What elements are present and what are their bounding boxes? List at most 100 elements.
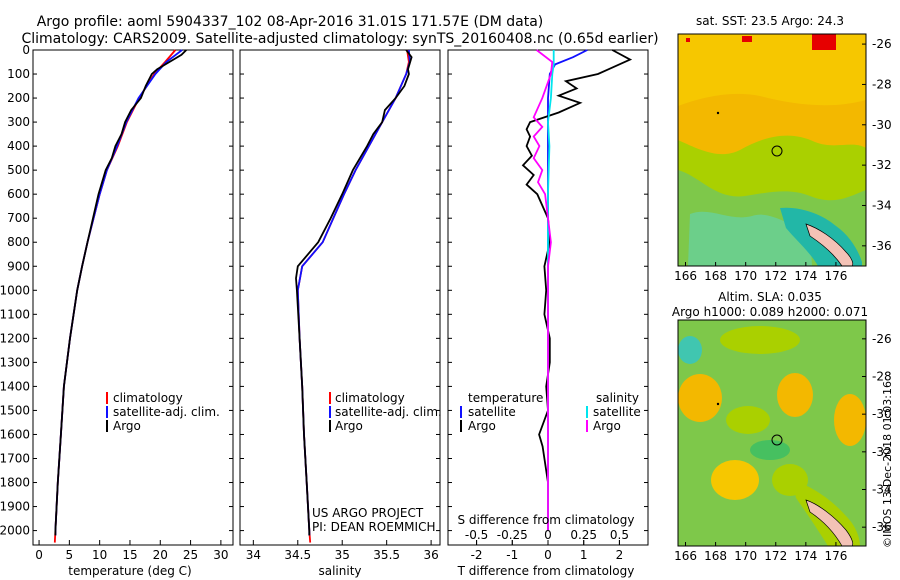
pi-note: PI: DEAN ROEMMICH: [312, 520, 435, 534]
x-tick-label: 30: [213, 548, 228, 562]
lon-tick-label: 172: [764, 549, 787, 563]
series-line-satellite-adj-clim-: [296, 49, 411, 536]
depth-tick-label: 1200: [0, 331, 30, 345]
depth-tick-label: 1000: [0, 283, 30, 297]
legend-label: Argo: [335, 419, 363, 433]
x-tick-label: 35.5: [373, 548, 400, 562]
sla-blob: [720, 326, 800, 354]
salinity-lines: [295, 49, 413, 543]
legend-label: Argo: [468, 419, 496, 433]
temperature-legend: climatology satellite-adj. clim. Argo: [106, 391, 220, 433]
sst-hot-spot: [686, 38, 690, 42]
lon-tick-label: 172: [764, 269, 787, 283]
depth-tick-label: 1100: [0, 307, 30, 321]
sla-map-title2: Argo h1000: 0.089 h2000: 0.071: [672, 305, 868, 319]
title-line2: Climatology: CARS2009. Satellite-adjuste…: [21, 31, 658, 47]
temperature-x-ticks: 0 5 10 15 20 25 30: [35, 540, 229, 562]
lon-tick-label: 174: [794, 549, 817, 563]
temperature-lines: [53, 49, 187, 543]
x-tick-label: 35: [335, 548, 350, 562]
lon-tick-label: 170: [734, 269, 757, 283]
salinity-x-ticks: 34 34.5 35 35.5 36: [246, 540, 439, 562]
sla-float-marker: [771, 434, 783, 446]
sla-blob: [750, 440, 790, 460]
x-tick-label: -0.25: [497, 528, 528, 542]
depth-tick-label: 200: [7, 91, 30, 105]
lat-tick-label: -32: [872, 158, 892, 172]
salinity-panel-frame: [239, 49, 441, 546]
x-tick-label: 0: [544, 528, 552, 542]
lat-tick-label: -30: [872, 407, 892, 421]
depth-tick-label: 2000: [0, 524, 30, 538]
sst-float-marker: [771, 145, 783, 157]
legend-label: climatology: [335, 391, 405, 405]
x-tick-label: 0: [544, 548, 552, 562]
credit-text: ©IMOS 13-Dec-2018 01:03:16: [881, 381, 894, 548]
depth-tick-label: 1500: [0, 403, 30, 417]
sla-blob: [726, 406, 770, 434]
lat-tick-label: -32: [872, 445, 892, 459]
series-line-climatology: [296, 49, 410, 543]
x-tick-label: 0.5: [610, 528, 629, 542]
sst-warm-region: [678, 34, 866, 106]
x-tick-label: 34: [246, 548, 261, 562]
legend-label: climatology: [113, 391, 183, 405]
x-tick-label: 1: [580, 548, 588, 562]
x-tick-label: 20: [153, 548, 168, 562]
depth-tick-label: 400: [7, 139, 30, 153]
legend-title-salinity: salinity: [596, 391, 639, 405]
lat-tick-label: -36: [872, 520, 892, 534]
title-line1: Argo profile: aoml 5904337_102 08-Apr-20…: [37, 14, 544, 30]
legend-label: Argo: [593, 419, 621, 433]
x-tick-label: -2: [471, 548, 483, 562]
salinity-xlabel: salinity: [318, 564, 361, 578]
map-axis-ticks: -26 -26 -28 -28 -30 -30 -32 -32 -34 -34 -36 -36 166 1…: [674, 37, 892, 563]
depth-axis: 0 100 200 300 400 500 600 700 800 900 1000 1100 1200…: [0, 43, 648, 538]
salinity-legend: climatology satellite-adj. clim. Argo US…: [312, 391, 442, 534]
temperature-xlabel: temperature (deg C): [68, 564, 191, 578]
series-line-argo: [54, 49, 187, 536]
lon-tick-label: 166: [674, 549, 697, 563]
lat-tick-label: -26: [872, 332, 892, 346]
series-line-temperature-satellite: [547, 49, 588, 531]
sst-map: [677, 33, 867, 267]
lon-tick-label: 168: [704, 549, 727, 563]
temperature-panel-frame: [32, 49, 234, 546]
sla-blob: [678, 374, 722, 422]
depth-tick-label: 300: [7, 115, 30, 129]
sla-blob: [678, 336, 702, 364]
legend-label: satellite-adj. clim.: [335, 405, 442, 419]
sla-blob: [711, 460, 759, 500]
series-line-salinity-argo: [532, 49, 554, 531]
lon-tick-label: 170: [734, 549, 757, 563]
series-line-temperature-argo: [521, 49, 633, 531]
depth-tick-label: 100: [7, 67, 30, 81]
difference-legend: temperature salinity satellite Argo sate…: [460, 391, 641, 433]
depth-tick-label: 1600: [0, 427, 30, 441]
x-tick-label: 0: [35, 548, 43, 562]
lon-tick-label: 168: [704, 269, 727, 283]
lat-tick-label: -28: [872, 77, 892, 91]
legend-label: satellite: [593, 405, 641, 419]
lat-tick-label: -30: [872, 118, 892, 132]
sla-dot: [716, 402, 720, 406]
sla-map-title1: Altim. SLA: 0.035: [718, 290, 822, 304]
series-line-climatology: [53, 49, 177, 543]
x-tick-label: 34.5: [284, 548, 311, 562]
depth-tick-label: 1700: [0, 451, 30, 465]
sst-hot-spot: [742, 36, 752, 42]
project-note: US ARGO PROJECT: [312, 506, 424, 520]
lat-tick-label: -26: [872, 37, 892, 51]
x-tick-label: 10: [92, 548, 107, 562]
x-tick-label: -1: [506, 548, 518, 562]
difference-xlabel: T difference from climatology: [457, 564, 635, 578]
lat-tick-label: -34: [872, 198, 892, 212]
depth-tick-label: 900: [7, 259, 30, 273]
lon-tick-label: 174: [794, 269, 817, 283]
series-line-argo: [295, 49, 413, 536]
lon-tick-label: 176: [824, 269, 847, 283]
sst-cold-region: [688, 211, 812, 266]
lat-tick-label: -28: [872, 370, 892, 384]
lat-tick-label: -36: [872, 239, 892, 253]
